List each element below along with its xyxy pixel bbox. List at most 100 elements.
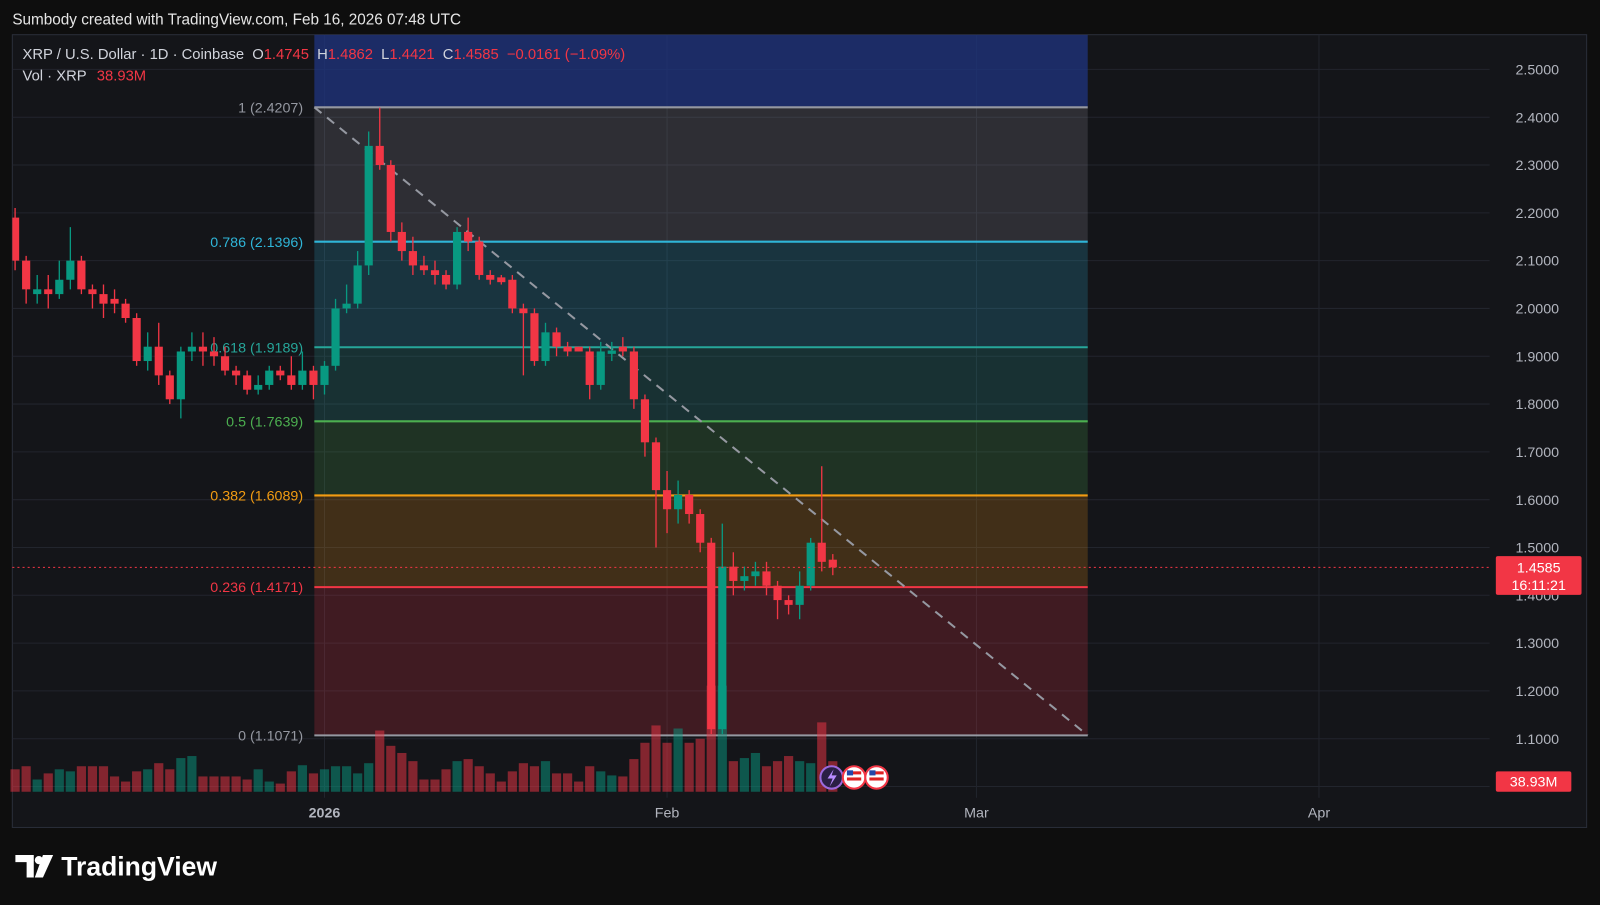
volume-bar	[132, 771, 142, 792]
candle-body	[563, 346, 572, 352]
axes: 2.5000 2.4000 2.3000 2.2000 2.1000 2.0000 1.90…	[12, 63, 1582, 821]
volume-bar	[408, 761, 418, 792]
candle-body	[375, 145, 384, 166]
y-tick-label: 1.1000	[1515, 732, 1559, 748]
y-tick-label: 1.9000	[1515, 349, 1559, 365]
candle-body	[629, 351, 638, 400]
fib-label: 1 (2.4207)	[238, 100, 303, 116]
fib-label: 0.618 (1.9189)	[210, 340, 303, 356]
volume-bar	[673, 728, 683, 792]
volume-bar	[640, 742, 650, 792]
candle-body	[441, 274, 451, 285]
volume-bar	[806, 763, 816, 792]
volume-bar	[485, 773, 495, 792]
candle-body	[585, 351, 594, 385]
volume-bar	[286, 771, 296, 792]
candle-body	[486, 274, 495, 280]
volume-bar	[386, 745, 396, 792]
candle-body	[265, 370, 274, 385]
candle-body	[132, 318, 141, 362]
volume-bar	[319, 769, 330, 792]
candle-body	[552, 332, 561, 347]
y-tick-label: 2.0000	[1515, 302, 1559, 318]
volume-bar	[87, 766, 98, 792]
candle-body	[497, 277, 506, 283]
candle-body	[209, 351, 219, 357]
candle-body	[784, 600, 793, 605]
candle-body	[475, 241, 484, 275]
candle-body	[220, 356, 230, 371]
candle-body	[364, 145, 373, 266]
x-tick-label: Feb	[655, 805, 680, 821]
event-icons	[819, 765, 889, 790]
volume-bar	[220, 776, 230, 792]
volume-bar	[607, 775, 617, 792]
volume-bar	[596, 771, 606, 792]
volume-bar	[264, 781, 274, 792]
candle-body	[66, 260, 75, 280]
candle-body	[331, 308, 340, 366]
fib-band	[314, 587, 1088, 736]
fib-band	[314, 347, 1088, 422]
candle-body	[287, 375, 296, 385]
candle-body	[674, 494, 683, 510]
candle-body	[453, 231, 462, 285]
candle-body	[232, 370, 241, 376]
fib-label: 0 (1.1071)	[238, 728, 303, 744]
volume-bar	[739, 758, 749, 792]
volume-bar	[209, 776, 219, 792]
volume-bar	[397, 752, 407, 792]
volume-bar	[662, 742, 672, 792]
candle-body	[386, 165, 395, 232]
candle-body	[408, 251, 417, 266]
volume-bar	[342, 766, 352, 792]
volume-bar	[563, 773, 573, 792]
candle-body	[430, 270, 440, 275]
flag-stripe	[846, 777, 862, 781]
volume-bar	[32, 779, 42, 792]
candle-body	[22, 260, 31, 290]
flag-stripe	[846, 771, 862, 775]
volume-bar	[430, 779, 440, 792]
volume-bar	[364, 763, 374, 792]
volume-bar	[10, 769, 20, 792]
ohlc-value: 1.4745	[264, 47, 309, 63]
volume-bar	[817, 722, 827, 792]
x-tick-label: Mar	[964, 805, 989, 821]
candle-body	[154, 346, 163, 376]
volume-bar	[65, 771, 75, 792]
price-badge-value: 1.4585	[1517, 560, 1561, 576]
candle-body	[298, 370, 307, 385]
volume-bar	[585, 766, 595, 792]
volume-bar	[761, 766, 772, 792]
candle-body	[707, 542, 716, 730]
candle-body	[773, 585, 782, 601]
volume-bar	[772, 761, 783, 792]
volume-bar	[297, 765, 307, 792]
candle-body	[519, 308, 528, 314]
candle-body	[685, 494, 694, 515]
volume-bar	[109, 776, 120, 792]
y-tick-label: 2.4000	[1515, 110, 1559, 126]
volume-bar	[695, 738, 705, 792]
logo-mark	[34, 855, 54, 878]
volume-badge-value: 38.93M	[1510, 775, 1558, 791]
volume-bar	[187, 756, 197, 792]
volume-bar	[242, 779, 252, 792]
candle-body	[618, 346, 627, 352]
y-tick-label: 1.5000	[1515, 541, 1559, 557]
volume-badge	[1495, 771, 1572, 792]
candle-body	[187, 346, 196, 352]
y-tick-label: 2.5000	[1515, 63, 1559, 79]
candle-body	[419, 265, 429, 271]
candle-body	[121, 303, 130, 319]
candle-body	[397, 231, 406, 252]
volume-bar	[308, 773, 319, 792]
fib-label: 0.5 (1.7639)	[226, 414, 303, 430]
volume-bar	[353, 773, 363, 792]
candle-body	[762, 571, 771, 586]
header: Sumbody created with TradingView.com, Fe…	[12, 11, 461, 28]
candle-body	[640, 399, 650, 443]
fib-band	[314, 421, 1088, 496]
